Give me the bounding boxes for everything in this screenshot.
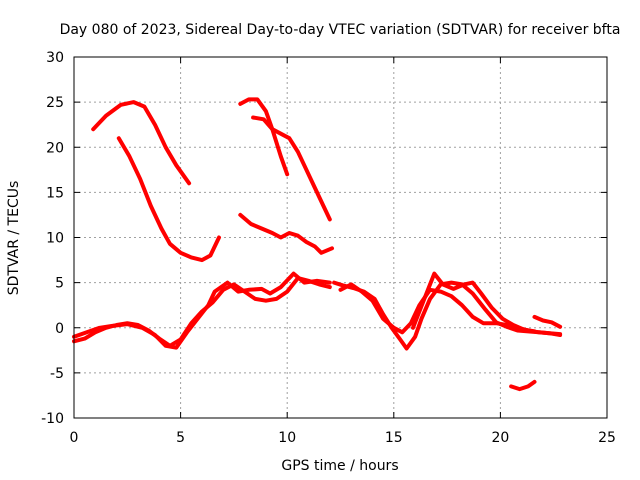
series-arc-11 — [532, 314, 563, 329]
y-tick-labels: -10 -5 0 5 10 15 20 25 30 — [41, 50, 64, 427]
y-axis-label: SDTVAR / TECUs — [6, 181, 22, 296]
axis-ticks — [73, 56, 608, 419]
y-tick-label: 20 — [46, 140, 64, 156]
x-tick-label: 5 — [176, 430, 185, 446]
x-tick-label: 10 — [278, 430, 296, 446]
y-tick-label: 5 — [55, 276, 64, 292]
series-arc-1 — [91, 100, 192, 186]
series-arc-10 — [411, 271, 537, 334]
x-tick-label: 15 — [385, 430, 403, 446]
x-tick-label: 0 — [70, 430, 79, 446]
y-tick-label: -10 — [41, 411, 64, 427]
chart-title: Day 080 of 2023, Sidereal Day-to-day VTE… — [60, 22, 621, 38]
data-series — [72, 97, 563, 392]
series-arc-2 — [116, 136, 221, 263]
series-arc-5 — [238, 212, 334, 255]
y-tick-label: 30 — [46, 50, 64, 66]
x-tick-label: 20 — [491, 430, 509, 446]
grid-lines — [74, 57, 607, 418]
series-arc-7 — [72, 271, 332, 350]
x-tick-label: 25 — [598, 430, 616, 446]
y-tick-label: 15 — [46, 185, 64, 201]
series-arc-4 — [251, 115, 332, 222]
series-arc-12 — [509, 379, 537, 392]
y-tick-label: 10 — [46, 231, 64, 247]
y-tick-label: 25 — [46, 95, 64, 111]
x-tick-labels: 0 5 10 15 20 25 — [70, 430, 616, 446]
y-tick-label: 0 — [55, 321, 64, 337]
y-tick-label: -5 — [50, 366, 64, 382]
x-axis-label: GPS time / hours — [281, 458, 398, 474]
series-arc-3 — [238, 97, 290, 177]
